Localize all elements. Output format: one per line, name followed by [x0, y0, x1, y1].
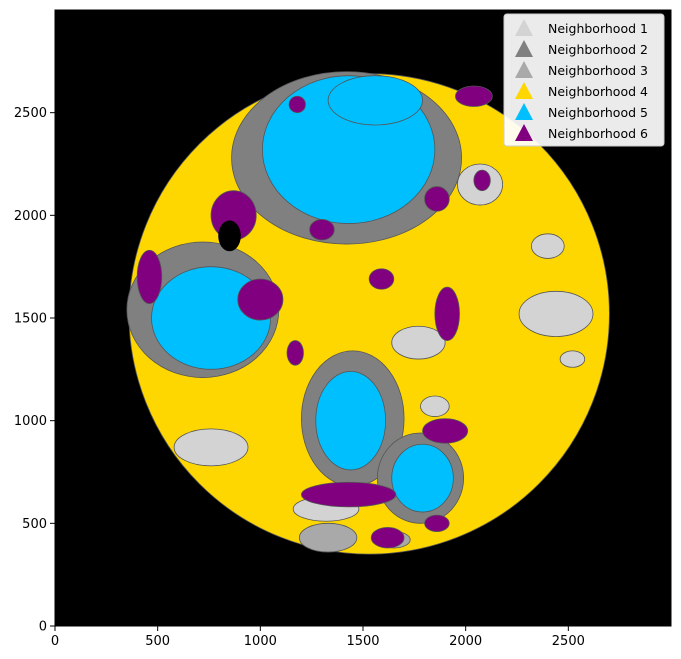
region-neighborhood-5	[328, 76, 422, 125]
y-tick-label: 0	[39, 620, 47, 635]
region-neighborhood-6	[310, 219, 335, 240]
y-tick-label: 1000	[14, 414, 47, 429]
region-neighborhood-1	[560, 351, 585, 367]
legend-label: Neighborhood 3	[548, 63, 648, 78]
x-tick-label: 1500	[346, 634, 379, 649]
region-neighborhood-6	[435, 287, 460, 340]
region-neighborhood-6	[371, 527, 404, 548]
region-neighborhood-1	[519, 291, 593, 336]
region-neighborhood-6	[455, 86, 492, 107]
region-neighborhood-6	[423, 419, 468, 444]
tissue-hole	[218, 220, 241, 251]
region-neighborhood-6	[238, 279, 283, 320]
y-tick-label: 2000	[14, 209, 47, 224]
legend: Neighborhood 1 Neighborhood 2 Neighborhood…	[504, 14, 664, 146]
x-tick-label: 500	[145, 634, 170, 649]
legend-label: Neighborhood 4	[548, 84, 648, 99]
region-neighborhood-6	[289, 96, 305, 112]
x-tick-label: 2000	[449, 634, 482, 649]
region-neighborhood-5	[316, 371, 386, 470]
y-tick-label: 500	[22, 517, 47, 532]
region-neighborhood-6	[301, 482, 395, 507]
region-neighborhood-1	[420, 396, 449, 417]
x-tick-label: 0	[51, 634, 59, 649]
region-neighborhood-3	[299, 523, 356, 552]
legend-label: Neighborhood 6	[548, 126, 648, 141]
region-neighborhood-6	[137, 250, 162, 303]
region-neighborhood-5	[392, 444, 454, 512]
x-axis: 0 500 1000 1500 2000 2500	[51, 626, 585, 649]
region-neighborhood-6	[425, 515, 450, 531]
y-tick-label: 2500	[14, 106, 47, 121]
legend-label: Neighborhood 5	[548, 105, 648, 120]
x-tick-label: 1000	[244, 634, 277, 649]
region-neighborhood-6	[369, 269, 394, 290]
region-neighborhood-6	[474, 170, 490, 191]
legend-label: Neighborhood 2	[548, 42, 648, 57]
legend-label: Neighborhood 1	[548, 21, 648, 36]
region-neighborhood-6	[287, 341, 303, 366]
x-tick-label: 2500	[552, 634, 585, 649]
region-neighborhood-6	[425, 187, 450, 212]
region-neighborhood-1	[174, 429, 248, 466]
y-tick-label: 1500	[14, 312, 47, 327]
region-neighborhood-1	[392, 326, 445, 359]
region-neighborhood-1	[531, 234, 564, 259]
y-axis: 0 500 1000 1500 2000 2500	[14, 106, 55, 634]
